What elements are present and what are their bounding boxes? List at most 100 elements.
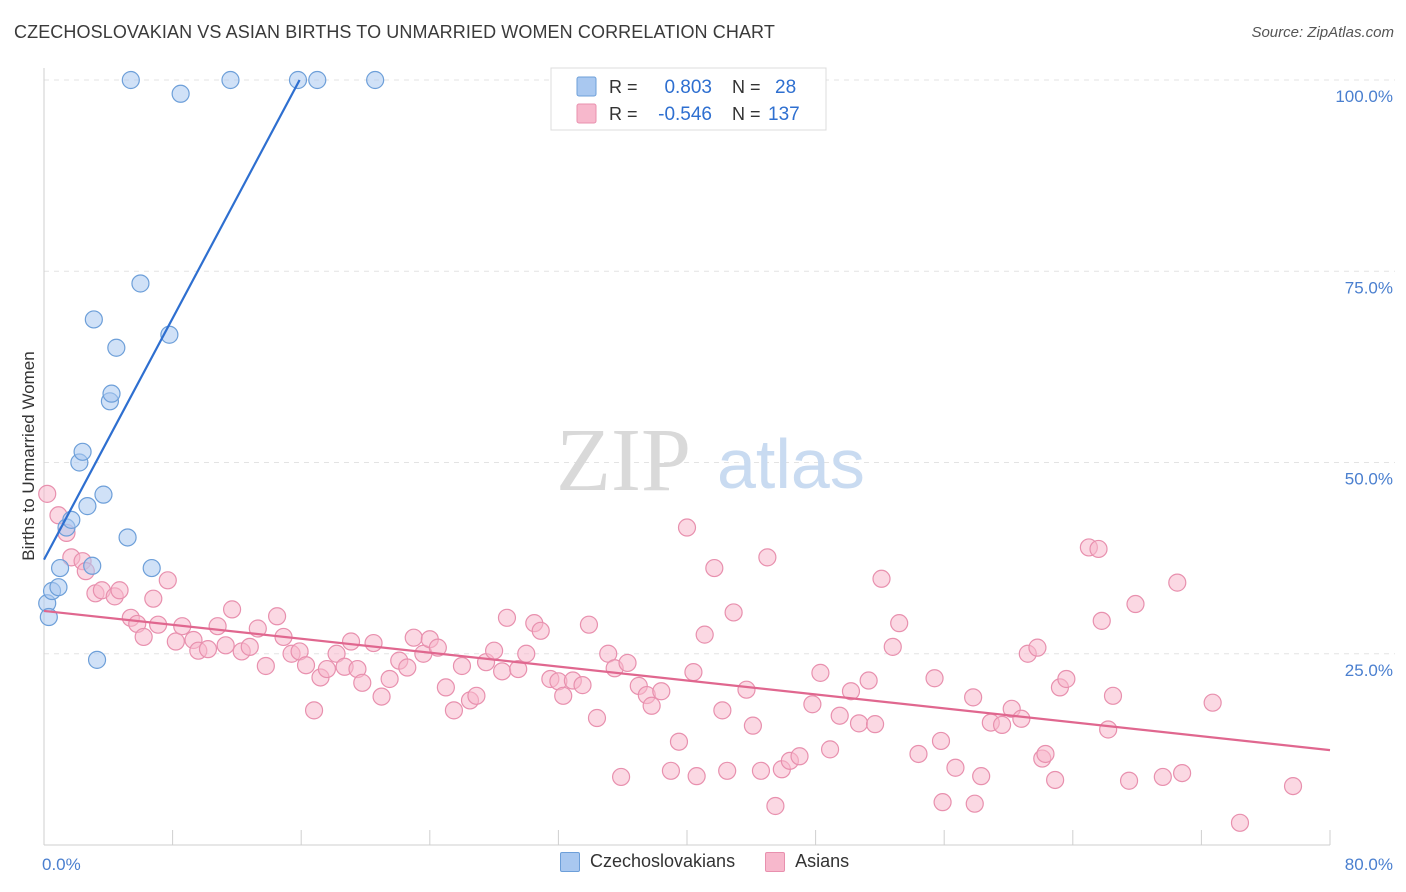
asian-r-value: -0.546 (658, 104, 712, 125)
stats-legend: R = 0.803 N = 28 R = -0.546 N = 137 (550, 67, 827, 131)
trend-lines (43, 79, 1331, 752)
asian-point-9 (110, 581, 129, 600)
asian-point-67 (573, 676, 592, 695)
asian-point-78 (661, 761, 681, 780)
asian-point-89 (743, 716, 763, 735)
czech-point-13 (94, 485, 113, 504)
legend-swatch-asians (765, 851, 786, 872)
asian-point-95 (790, 747, 809, 766)
asian-point-125 (1057, 669, 1076, 689)
asian-point-50 (436, 678, 455, 697)
asian-point-65 (554, 686, 573, 705)
asian-point-16 (166, 632, 185, 651)
asian-point-33 (304, 701, 324, 720)
asian-point-76 (642, 696, 661, 715)
asian-point-113 (965, 794, 984, 813)
legend-swatch-czechoslovakians (560, 851, 580, 872)
asian-point-86 (718, 761, 737, 780)
asian-point-23 (222, 600, 242, 619)
asian-point-40 (353, 673, 372, 692)
asian-point-77 (652, 682, 671, 701)
asian-point-58 (497, 608, 517, 627)
asian-point-101 (849, 714, 869, 733)
asian-point-116 (992, 715, 1012, 734)
asian-point-54 (467, 686, 486, 705)
asian-point-79 (669, 732, 689, 751)
y-tick-label-25: 25.0% (1345, 661, 1393, 680)
asian-point-120 (1028, 638, 1047, 657)
asian-point-123 (1046, 770, 1065, 790)
asian-point-84 (705, 558, 724, 578)
asian-point-49 (428, 638, 447, 657)
asian-series (38, 484, 1303, 832)
watermark-zip: ZIP (556, 411, 691, 510)
x-tick-labels: 0.0% 80.0% (42, 855, 1393, 874)
czech-series (38, 70, 385, 669)
asian-point-42 (372, 687, 391, 706)
x-tick-label-max: 80.0% (1345, 855, 1393, 874)
czech-r-label: R = (609, 77, 638, 97)
asian-point-112 (964, 688, 983, 707)
asian-point-102 (859, 671, 878, 690)
asian-point-128 (1092, 611, 1111, 630)
asian-point-136 (1203, 693, 1222, 712)
asian-r-label: R = (609, 104, 638, 124)
asian-point-41 (364, 633, 383, 653)
asian-point-81 (684, 663, 703, 682)
legend-item-asians: Asians (765, 851, 849, 872)
asian-legend-swatch (576, 103, 597, 124)
czech-point-17 (118, 528, 137, 547)
czech-trend-line (43, 79, 301, 561)
asian-point-25 (240, 637, 259, 656)
asian-point-108 (925, 669, 944, 688)
asian-point-118 (1012, 709, 1031, 728)
asian-point-36 (327, 644, 346, 663)
asian-point-135 (1173, 763, 1192, 783)
asian-point-85 (713, 701, 732, 720)
asian-point-127 (1089, 539, 1108, 559)
czech-legend-swatch (576, 76, 597, 97)
asian-point-27 (256, 656, 275, 676)
asian-n-value: 137 (768, 104, 800, 125)
asian-point-45 (398, 658, 417, 677)
asian-trend-line (43, 609, 1331, 752)
stats-legend-box (550, 67, 827, 131)
y-tick-label-50: 50.0% (1345, 470, 1393, 489)
czech-point-12 (87, 650, 107, 669)
asian-point-110 (931, 731, 951, 751)
y-tick-label-75: 75.0% (1345, 278, 1393, 297)
czech-point-19 (131, 274, 150, 293)
source-label: Source: ZipAtlas.com (1251, 24, 1394, 41)
asian-point-32 (296, 656, 316, 675)
czech-n-value: 28 (775, 77, 796, 98)
asian-point-88 (737, 680, 756, 699)
czech-point-4 (50, 558, 70, 578)
asian-point-46 (404, 628, 423, 647)
asian-point-52 (452, 656, 472, 676)
asian-point-133 (1153, 767, 1172, 787)
asian-point-12 (134, 627, 153, 647)
x-ticks (43, 830, 1331, 845)
legend-item-czechoslovakians: Czechoslovakians (560, 851, 735, 872)
asian-point-98 (820, 740, 840, 759)
asian-point-57 (493, 662, 512, 681)
czech-r-value: 0.803 (664, 77, 712, 98)
asian-point-99 (830, 706, 849, 725)
asian-point-35 (317, 659, 337, 679)
czech-point-22 (171, 84, 190, 103)
watermark: ZIP atlas (556, 411, 865, 510)
asian-point-59 (509, 659, 528, 679)
czech-n-label: N = (732, 77, 761, 97)
asian-point-104 (872, 569, 891, 588)
legend-label-asians: Asians (795, 851, 850, 871)
asian-point-72 (611, 767, 631, 787)
asian-point-22 (216, 636, 235, 655)
asian-point-69 (587, 708, 607, 728)
asian-point-138 (1283, 776, 1303, 796)
czech-point-20 (142, 558, 161, 578)
y-tick-label-100: 100.0% (1335, 87, 1393, 106)
czech-point-15 (102, 384, 121, 403)
asian-point-68 (579, 615, 599, 634)
czech-point-11 (84, 310, 103, 329)
czech-point-8 (73, 442, 92, 461)
